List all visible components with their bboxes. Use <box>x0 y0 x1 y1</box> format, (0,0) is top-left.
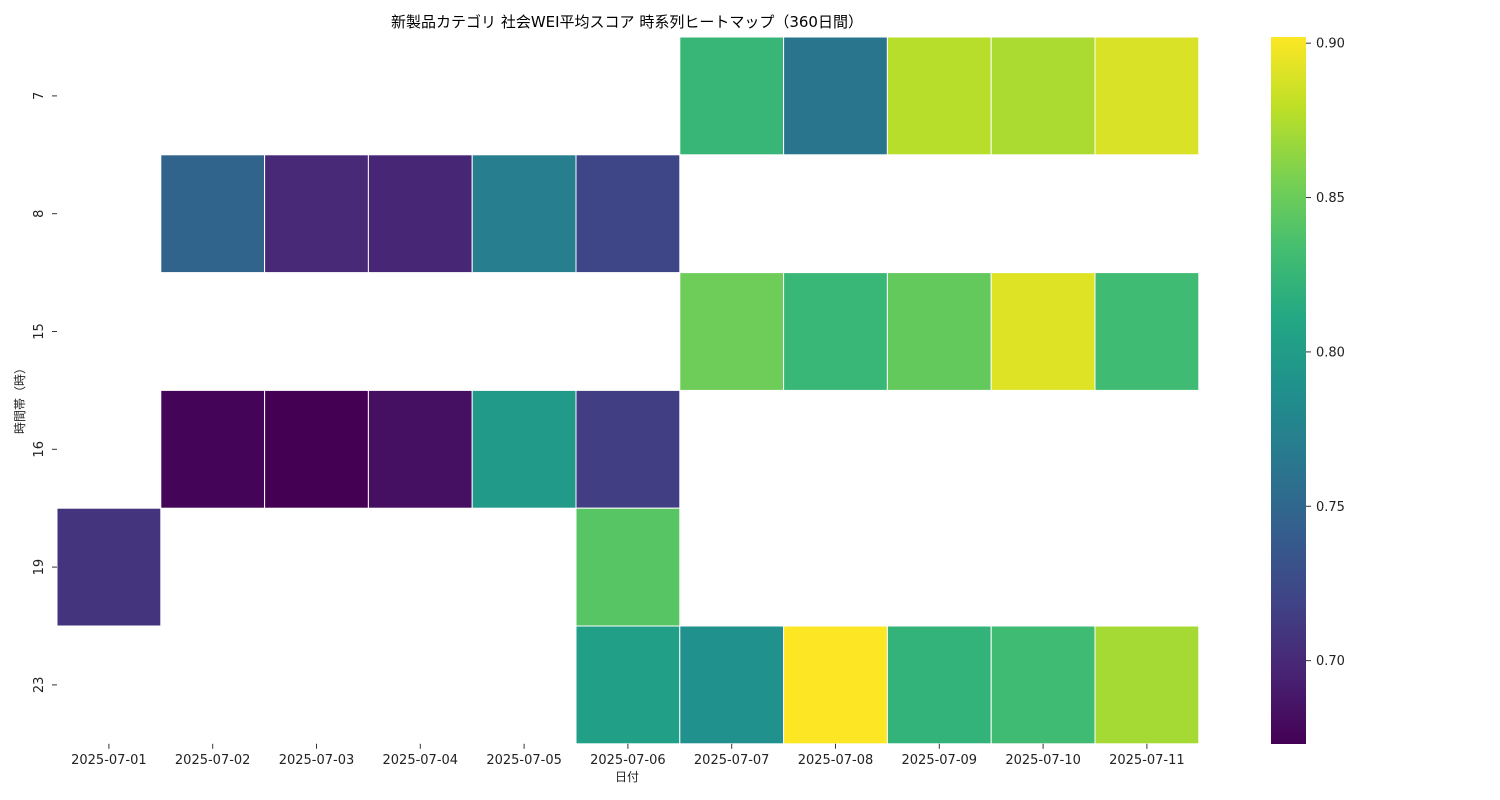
x-axis: 2025-07-01 2025-07-02 2025-07-03 2025-07-04… <box>71 743 1185 768</box>
heatmap-cell <box>783 625 888 745</box>
heatmap-cell <box>783 36 888 156</box>
heatmap-cell <box>886 272 992 391</box>
heatmap-cell <box>160 154 266 274</box>
y-tick-label: 16 <box>32 441 47 458</box>
heatmap-cell <box>367 154 473 274</box>
heatmap-cell <box>990 36 1096 156</box>
colorbar-tick-label: 0.75 <box>1316 500 1345 515</box>
heatmap-cell <box>471 154 577 274</box>
y-axis: 7 8 15 16 19 23 <box>32 92 57 693</box>
colorbar-ticks: 0.70 0.75 0.80 0.85 0.90 <box>1306 37 1345 669</box>
heatmap-cell <box>679 36 785 156</box>
heatmap-cell <box>575 625 681 745</box>
colorbar-tick-label: 0.85 <box>1316 191 1345 206</box>
heatmap-cell <box>367 389 473 509</box>
x-axis-label: 日付 <box>615 770 639 784</box>
heatmap-cell <box>990 272 1096 391</box>
x-tick-label: 2025-07-03 <box>279 753 355 768</box>
heatmap-cell <box>264 389 369 509</box>
heatmap-cell <box>886 625 992 745</box>
y-tick-label: 19 <box>32 559 47 576</box>
y-tick-label: 7 <box>32 92 47 100</box>
colorbar <box>1271 37 1306 744</box>
heatmap-cell <box>575 507 681 627</box>
x-tick-label: 2025-07-02 <box>175 753 251 768</box>
x-tick-label: 2025-07-06 <box>590 753 666 768</box>
y-tick-label: 15 <box>32 323 47 340</box>
heatmap-cell <box>679 625 785 745</box>
x-tick-label: 2025-07-05 <box>486 753 562 768</box>
heatmap-cell <box>1094 36 1200 156</box>
chart-title: 新製品カテゴリ 社会WEI平均スコア 時系列ヒートマップ（360日間） <box>391 13 863 31</box>
heatmap-cell <box>990 625 1096 745</box>
colorbar-tick-label: 0.90 <box>1316 37 1345 52</box>
heatmap-cell <box>160 389 266 509</box>
heatmap-cell <box>679 272 785 391</box>
heatmap-cell <box>575 389 681 509</box>
x-tick-label: 2025-07-04 <box>383 753 459 768</box>
colorbar-tick-label: 0.80 <box>1316 345 1345 360</box>
heatmap-cell <box>783 272 888 391</box>
x-tick-label: 2025-07-10 <box>1005 753 1081 768</box>
heatmap-cell <box>56 507 162 627</box>
x-tick-label: 2025-07-11 <box>1109 753 1185 768</box>
heatmap-cell <box>575 154 681 274</box>
x-tick-label: 2025-07-01 <box>71 753 147 768</box>
heatmap-cell <box>1094 272 1200 391</box>
x-tick-label: 2025-07-07 <box>694 753 770 768</box>
x-tick-label: 2025-07-09 <box>902 753 978 768</box>
y-axis-label: 時間帯（時） <box>13 362 27 434</box>
heatmap-cell <box>264 154 369 274</box>
heatmap-cell <box>471 389 577 509</box>
colorbar-tick-label: 0.70 <box>1316 654 1345 669</box>
heatmap-cell <box>1094 625 1200 745</box>
heatmap-cells <box>56 36 1200 745</box>
heatmap-cell <box>886 36 992 156</box>
x-tick-label: 2025-07-08 <box>798 753 874 768</box>
y-tick-label: 8 <box>32 210 47 218</box>
y-tick-label: 23 <box>32 677 47 694</box>
